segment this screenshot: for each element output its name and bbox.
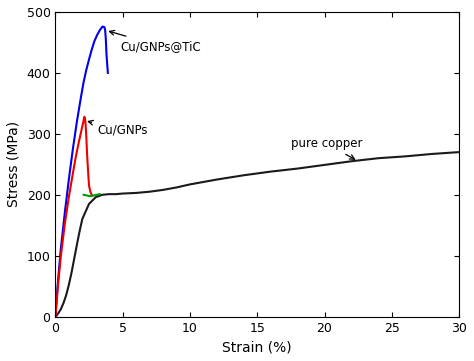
- X-axis label: Strain (%): Strain (%): [222, 340, 292, 354]
- Text: Cu/GNPs: Cu/GNPs: [88, 120, 147, 137]
- Text: Cu/GNPs@TiC: Cu/GNPs@TiC: [109, 30, 201, 53]
- Text: pure copper: pure copper: [291, 137, 363, 159]
- Y-axis label: Stress (MPa): Stress (MPa): [7, 121, 21, 207]
